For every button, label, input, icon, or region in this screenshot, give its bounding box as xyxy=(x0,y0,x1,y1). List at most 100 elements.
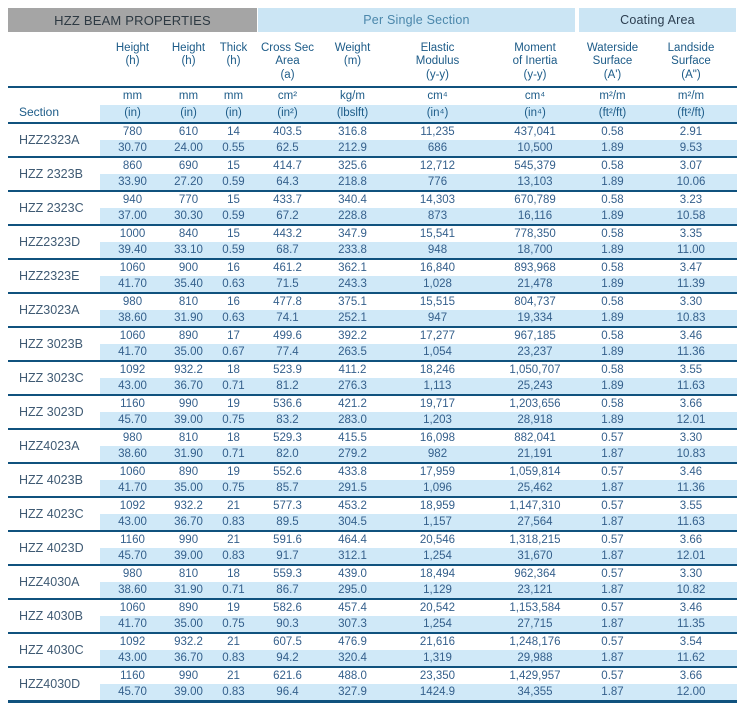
cell-metric-value: 316.8 xyxy=(320,121,385,140)
cell-metric-value: 3.47 xyxy=(645,257,737,276)
cell-imperial-value: 776 xyxy=(385,173,490,191)
cell-imperial-value: 27.20 xyxy=(165,173,212,191)
cell-imperial-value: 96.4 xyxy=(255,683,320,702)
cell-metric-value: 1160 xyxy=(100,665,165,684)
unit-imperial-weight: (lbslft) xyxy=(320,104,385,123)
cell-imperial-value: 16,116 xyxy=(490,207,580,225)
units-imperial-row: (in) (in) (in) (in²) (lbslft) (in⁴) (in⁴… xyxy=(8,104,737,123)
cell-imperial-value: 10,500 xyxy=(490,139,580,157)
table-row-metric: HZZ 3023D 1160 990 19 536.6 421.2 19,717 1,203,… xyxy=(8,393,737,429)
cell-imperial-value: 34,355 xyxy=(490,683,580,702)
cell-metric-value: 14 xyxy=(212,121,255,140)
cell-metric-value: 20,542 xyxy=(385,597,490,616)
cell-metric-value: 443.2 xyxy=(255,223,320,242)
table-row-metric: HZZ 4030C 1092 932.2 21 607.5 476.9 21,616 1,24… xyxy=(8,631,737,667)
cell-imperial-value: 25,462 xyxy=(490,479,580,497)
cell-metric-value: 1,203,656 xyxy=(490,393,580,412)
section-label: HZZ 4030C xyxy=(8,631,100,667)
table-row-imperial: 38.60 31.90 0.71 82.0 279.2 982 21,191 1.87 10.8… xyxy=(8,445,737,463)
cell-imperial-value: 82.0 xyxy=(255,445,320,463)
cell-imperial-value: 81.2 xyxy=(255,377,320,395)
cell-imperial-value: 263.5 xyxy=(320,343,385,361)
cell-metric-value: 17 xyxy=(212,325,255,344)
unit-metric-area: cm² xyxy=(255,85,320,105)
cell-metric-value: 15,515 xyxy=(385,291,490,310)
table-row-imperial: 41.70 35.40 0.63 71.5 243.3 1,028 21,478 1.89 11… xyxy=(8,275,737,293)
cell-imperial-value: 327.9 xyxy=(320,683,385,702)
cell-metric-value: 15 xyxy=(212,155,255,174)
cell-imperial-value: 982 xyxy=(385,445,490,463)
cell-metric-value: 415.5 xyxy=(320,427,385,446)
cell-imperial-value: 27,564 xyxy=(490,513,580,531)
section-label: HZZ2323D xyxy=(8,223,100,259)
cell-imperial-value: 11.62 xyxy=(645,649,737,667)
cell-metric-value: 804,737 xyxy=(490,291,580,310)
table-row-metric: HZZ4023A 980 810 18 529.3 415.5 16,098 882,041 0… xyxy=(8,427,737,463)
cell-metric-value: 545,379 xyxy=(490,155,580,174)
col-header-height-2: Height (h) xyxy=(171,42,206,68)
cell-imperial-value: 10.06 xyxy=(645,173,737,191)
cell-imperial-value: 0.55 xyxy=(212,139,255,157)
cell-imperial-value: 1.87 xyxy=(580,547,645,565)
table-row-metric: HZZ 4023D 1160 990 21 591.6 464.4 20,546 1,318,… xyxy=(8,529,737,565)
cell-imperial-value: 39.40 xyxy=(100,241,165,259)
cell-imperial-value: 243.3 xyxy=(320,275,385,293)
cell-imperial-value: 1.87 xyxy=(580,581,645,599)
beam-table-body: HZZ2323A 780 610 14 403.5 316.8 11,235 437,041 0… xyxy=(8,121,737,702)
cell-imperial-value: 11.35 xyxy=(645,615,737,633)
cell-metric-value: 1060 xyxy=(100,325,165,344)
cell-metric-value: 19,717 xyxy=(385,393,490,412)
section-label: HZZ 3023B xyxy=(8,325,100,361)
cell-imperial-value: 295.0 xyxy=(320,581,385,599)
cell-imperial-value: 31.90 xyxy=(165,445,212,463)
cell-imperial-value: 0.83 xyxy=(212,513,255,531)
cell-imperial-value: 39.00 xyxy=(165,411,212,429)
cell-metric-value: 770 xyxy=(165,189,212,208)
cell-metric-value: 900 xyxy=(165,257,212,276)
cell-imperial-value: 21,191 xyxy=(490,445,580,463)
cell-metric-value: 559.3 xyxy=(255,563,320,582)
table-row-imperial: 45.70 39.00 0.83 91.7 312.1 1,254 31,670 1.87 12… xyxy=(8,547,737,565)
cell-imperial-value: 11.36 xyxy=(645,479,737,497)
cell-metric-value: 16 xyxy=(212,291,255,310)
cell-metric-value: 962,364 xyxy=(490,563,580,582)
cell-imperial-value: 41.70 xyxy=(100,343,165,361)
cell-imperial-value: 10.83 xyxy=(645,445,737,463)
cell-metric-value: 3.66 xyxy=(645,665,737,684)
cell-metric-value: 0.58 xyxy=(580,291,645,310)
cell-metric-value: 3.30 xyxy=(645,291,737,310)
col-header-height-1: Height (h) xyxy=(115,42,150,68)
cell-imperial-value: 873 xyxy=(385,207,490,225)
cell-imperial-value: 212.9 xyxy=(320,139,385,157)
cell-metric-value: 536.6 xyxy=(255,393,320,412)
cell-imperial-value: 947 xyxy=(385,309,490,327)
cell-imperial-value: 0.59 xyxy=(212,207,255,225)
cell-metric-value: 621.6 xyxy=(255,665,320,684)
cell-imperial-value: 1.89 xyxy=(580,207,645,225)
cell-imperial-value: 1.89 xyxy=(580,343,645,361)
cell-imperial-value: 228.8 xyxy=(320,207,385,225)
cell-imperial-value: 0.75 xyxy=(212,411,255,429)
cell-imperial-value: 291.5 xyxy=(320,479,385,497)
cell-imperial-value: 1,096 xyxy=(385,479,490,497)
cell-metric-value: 0.57 xyxy=(580,427,645,446)
unit-metric-height-1: mm xyxy=(100,85,165,105)
cell-metric-value: 1,248,176 xyxy=(490,631,580,650)
cell-metric-value: 610 xyxy=(165,121,212,140)
cell-imperial-value: 13,103 xyxy=(490,173,580,191)
cell-metric-value: 0.57 xyxy=(580,631,645,650)
cell-imperial-value: 1.87 xyxy=(580,649,645,667)
cell-metric-value: 375.1 xyxy=(320,291,385,310)
cell-imperial-value: 0.59 xyxy=(212,241,255,259)
table-row-metric: HZZ 3023C 1092 932.2 18 523.9 411.2 18,246 1,05… xyxy=(8,359,737,395)
section-label: HZZ2323A xyxy=(8,121,100,157)
cell-metric-value: 0.57 xyxy=(580,563,645,582)
cell-metric-value: 1060 xyxy=(100,597,165,616)
col-header-moment-of-inertia: Moment of Inertia (y-y) xyxy=(512,42,558,81)
cell-imperial-value: 0.59 xyxy=(212,173,255,191)
col-header-cross-sec-area: Cross Sec Area (a) xyxy=(260,42,315,81)
unit-imperial-thick: (in) xyxy=(212,104,255,123)
cell-metric-value: 0.58 xyxy=(580,121,645,140)
cell-imperial-value: 0.71 xyxy=(212,445,255,463)
cell-imperial-value: 36.70 xyxy=(165,649,212,667)
